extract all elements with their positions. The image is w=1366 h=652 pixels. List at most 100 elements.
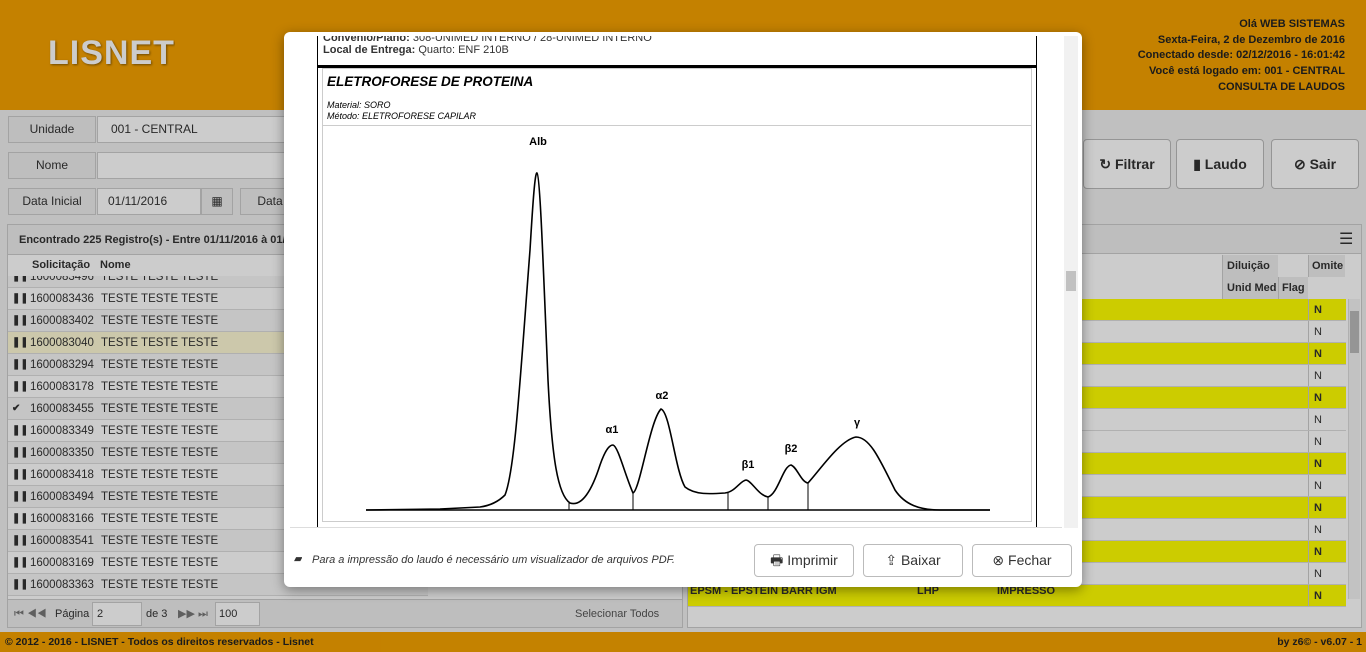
document: Convênio/Plano: 308-UNIMED INTERNO / 28-… (290, 36, 1062, 528)
logo: LISNET (48, 34, 175, 72)
doc-value: Quarto: ENF 210B (415, 44, 509, 56)
col-header: Flag (1278, 277, 1308, 299)
electrophoresis-graph (365, 172, 990, 511)
status-icon: ❚❚ (12, 359, 26, 370)
omit-cell: N (1308, 365, 1345, 386)
cell: TESTE TESTE TESTE (101, 359, 219, 371)
cell: TESTE TESTE TESTE (101, 276, 219, 283)
dividers (568, 483, 809, 510)
cell: 1600083541 (30, 535, 94, 547)
cell: 1600083166 (30, 513, 94, 525)
header-info[interactable]: CONSULTA DE LAUDOS (1218, 80, 1345, 93)
status-icon: ✔ (12, 403, 21, 414)
peak-label: α2 (655, 390, 669, 402)
status-icon: ❚❚ (12, 381, 26, 392)
header-info: Olá WEB SISTEMAS (1239, 18, 1345, 30)
omit-cell: N (1308, 409, 1345, 430)
cell: 1600083418 (30, 469, 94, 481)
calendar[interactable]: ▦ (201, 188, 233, 215)
header-info: Sexta-Feira, 2 de Dezembro de 2016 (1157, 33, 1345, 46)
status-icon: ❚❚ (12, 337, 26, 348)
omit-cell: N (1308, 585, 1345, 606)
button-label: Filtrar (1114, 156, 1155, 172)
status-icon: ❚❚ (12, 425, 26, 436)
doc-border (317, 36, 1037, 527)
header-info: Conectado desde: 02/12/2016 - 16:01:42 (1137, 49, 1345, 62)
doc-line: Local de Entrega: Quarto: ENF 210B (323, 44, 509, 57)
omit-cell: N (1308, 497, 1345, 518)
peak-label: β2 (784, 443, 798, 455)
col-header: Omite (1308, 255, 1345, 277)
button-label: Imprimir (787, 552, 838, 568)
modal-button[interactable]: ⇪ Baixar (863, 544, 963, 577)
button-label: Sair (1309, 156, 1337, 172)
scrollbar (1348, 299, 1360, 599)
cell: TESTE TESTE TESTE (101, 513, 219, 525)
omit-cell: N (1308, 475, 1345, 496)
rule (323, 125, 1031, 126)
footer (0, 632, 1366, 652)
cell: TESTE TESTE TESTE (101, 447, 219, 459)
status-icon: ❚❚ (12, 447, 26, 458)
cell: TESTE TESTE TESTE (101, 403, 219, 415)
peak-label: Alb (529, 136, 547, 148)
omit-cell: N (1308, 453, 1345, 474)
button-filtrar[interactable]: ↻ Filtrar (1083, 139, 1171, 189)
result-row[interactable]: N (688, 585, 1346, 607)
cell: 1600083040 (30, 337, 94, 349)
doc-label: Convênio/Plano: (323, 36, 410, 44)
modal-button[interactable]: 🖶 Imprimir (754, 544, 854, 577)
status-icon: ❚❚ (12, 276, 26, 282)
cell: TESTE TESTE TESTE (101, 381, 219, 393)
result-cell: EPSM - EPSTEIN BARR IGM (690, 585, 837, 597)
omit-cell: N (1308, 321, 1345, 342)
peak-label: γ (853, 417, 861, 429)
select-all[interactable]: Selecionar Todos (575, 608, 660, 620)
cell: 1600083178 (30, 381, 94, 393)
cell: 1600083363 (30, 579, 94, 591)
label: Unidade (8, 116, 96, 143)
status-icon: ❚❚ (12, 513, 26, 524)
doc-value: SORO (361, 100, 391, 110)
col-header: Unid Med (1222, 277, 1278, 299)
button-label: Fechar (1008, 552, 1052, 568)
pagination: ⏮ ◀◀ Página 2 de 3 ▶▶ ⏭ 100 Selecionar Todos (8, 599, 682, 627)
cell: TESTE TESTE TESTE (101, 535, 219, 547)
omit-cell: N (1308, 387, 1345, 408)
omit-cell: N (1308, 541, 1345, 562)
version: by z6© - v6.07 - 1 (1277, 636, 1362, 648)
input[interactable]: 001 - CENTRAL (97, 116, 287, 143)
peak-label: α1 (605, 424, 619, 436)
button-laudo[interactable]: ▮ Laudo (1176, 139, 1264, 189)
modal-button[interactable]: ⊗ Fechar (972, 544, 1072, 577)
graph (365, 172, 990, 511)
button-sair[interactable]: ⊘ Sair (1271, 139, 1359, 189)
doc-value: ELETROFORESE CAPILAR (359, 111, 477, 121)
cell: TESTE TESTE TESTE (101, 491, 219, 503)
modal: Convênio/Plano: 308-UNIMED INTERNO / 28-… (284, 32, 1082, 587)
input[interactable]: 01/11/2016 (97, 188, 201, 215)
cell: TESTE TESTE TESTE (101, 469, 219, 481)
input[interactable] (97, 152, 287, 179)
col-header: Solicitação (32, 259, 91, 271)
cell: TESTE TESTE TESTE (101, 579, 219, 591)
copyright: © 2012 - 2016 - LISNET - Todos os direit… (5, 636, 314, 648)
status-icon: ❚❚ (12, 315, 26, 326)
doc-scroll-thumb (1066, 271, 1076, 291)
status-icon: ❚❚ (12, 469, 26, 480)
doc-label: Método: (327, 111, 360, 121)
cell: 1600083169 (30, 557, 94, 569)
note-icon: ▰ (294, 553, 303, 565)
cell: 1600083402 (30, 315, 94, 327)
per-page[interactable]: 100 (215, 602, 260, 626)
page-input[interactable]: 2 (92, 602, 142, 626)
peak-label: β1 (741, 459, 755, 471)
omit-cell: N (1308, 299, 1345, 320)
rule (317, 65, 1037, 68)
cell: 1600083294 (30, 359, 94, 371)
cell: 1600083349 (30, 425, 94, 437)
omit-cell: N (1308, 563, 1345, 584)
cell: 1600083436 (30, 293, 94, 305)
inner-box (322, 68, 1032, 522)
